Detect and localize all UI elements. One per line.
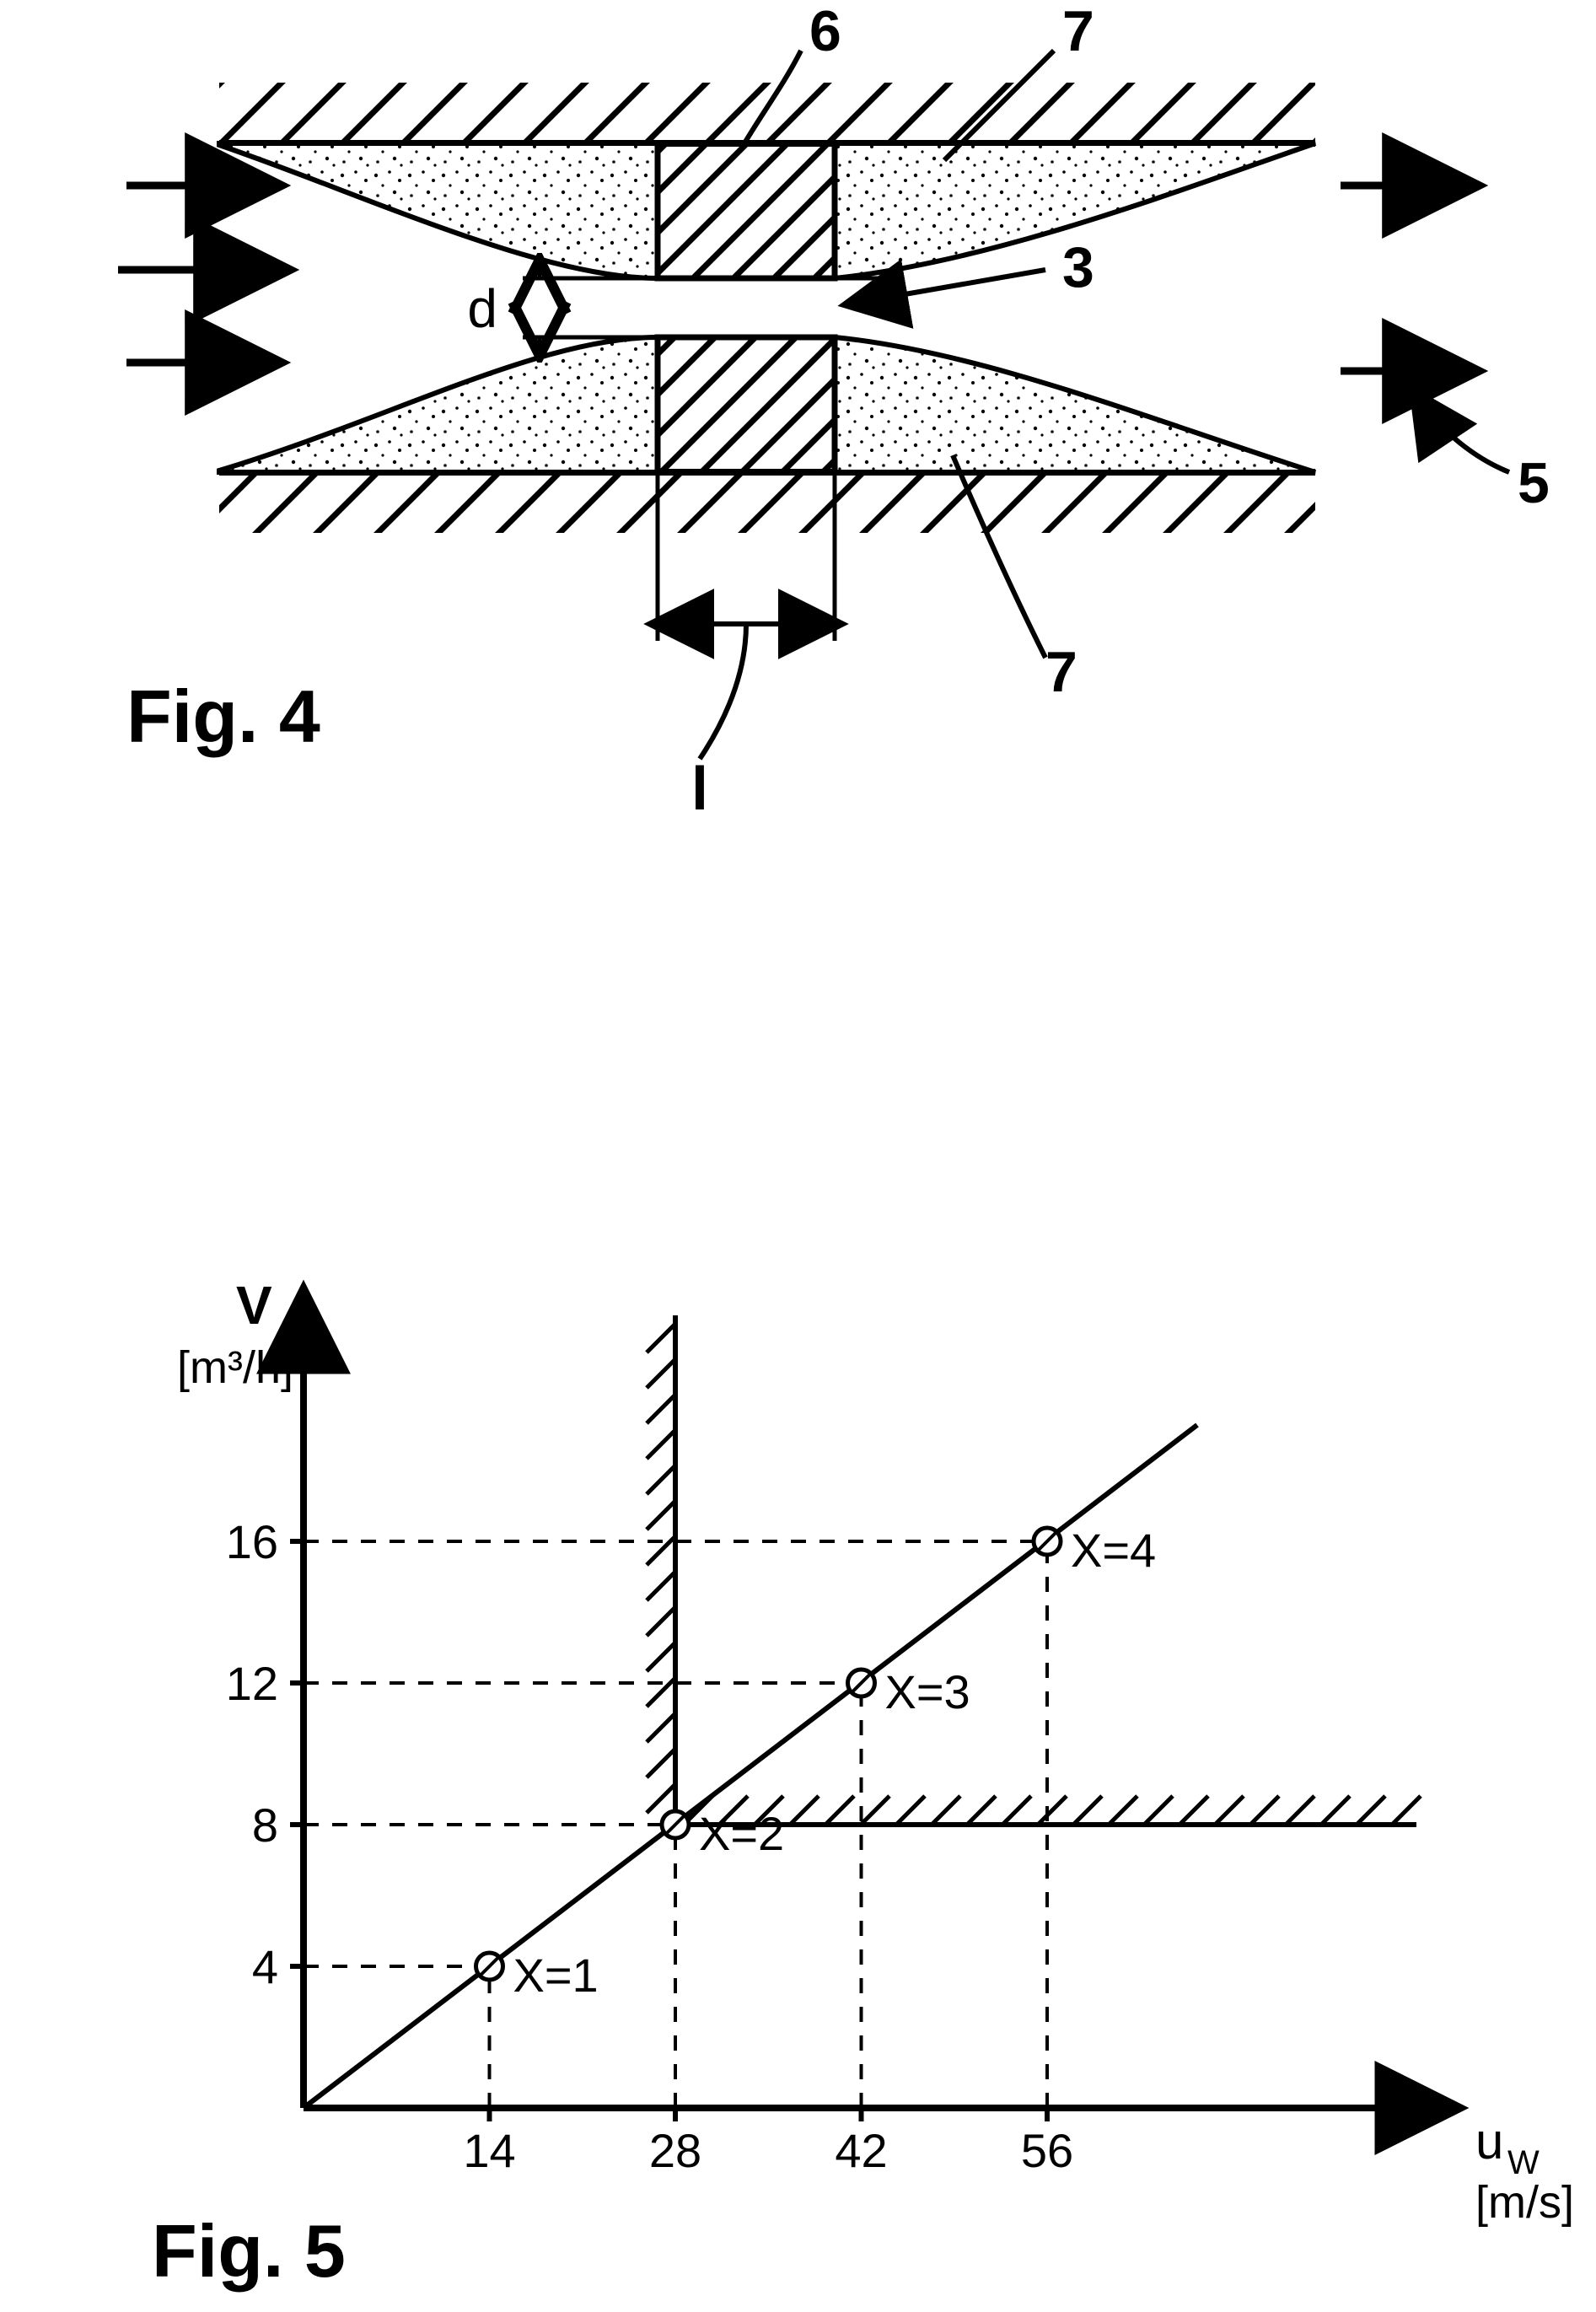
- deposit-top-left: [219, 143, 658, 278]
- throat-block-top: [658, 143, 835, 278]
- boundary-hatch-tick: [932, 1796, 960, 1825]
- inlet-arrows: [118, 185, 278, 363]
- x-tick-label: 28: [649, 2124, 701, 2177]
- boundary-hatch-tick: [647, 1465, 675, 1494]
- drawing-canvas: d l 6 7: [0, 0, 1596, 2312]
- boundary-hatch-tick: [647, 1324, 675, 1352]
- x-axis-label: u: [1475, 2113, 1503, 2170]
- boundary-hatch-tick: [647, 1749, 675, 1777]
- boundary-hatch-tick: [1002, 1796, 1031, 1825]
- label-7-bottom: 7: [1045, 640, 1077, 704]
- leader-l: [700, 624, 746, 759]
- boundary-hatch-tick: [1180, 1796, 1208, 1825]
- boundary-hatch-tick: [1250, 1796, 1279, 1825]
- label-7-top: 7: [1062, 0, 1094, 63]
- boundary-hatch-tick: [647, 1607, 675, 1636]
- boundary-hatch-tick: [825, 1796, 854, 1825]
- deposit-bottom-left: [219, 337, 658, 472]
- leader-5: [1416, 396, 1509, 472]
- boundary-hatch-tick: [647, 1359, 675, 1388]
- boundary-hatch-tick: [647, 1784, 675, 1813]
- point-label: X=1: [513, 1949, 599, 2002]
- label-5: 5: [1518, 451, 1550, 515]
- y-tick-label: 16: [226, 1515, 278, 1568]
- boundary-hatch-tick: [1144, 1796, 1173, 1825]
- y-tick-label: 4: [252, 1940, 278, 1993]
- label-3: 3: [1062, 235, 1094, 299]
- x-axis-label-group: u W [m/s]: [1475, 2113, 1574, 2228]
- label-6: 6: [809, 0, 841, 63]
- pipe-wall-hatch-top: [219, 83, 1315, 143]
- figure-4: d l 6 7: [118, 0, 1550, 823]
- y-axis-unit: [m³/h]: [177, 1342, 293, 1393]
- figure-5: V [m³/h] u W [m/s] Fig.: [152, 1275, 1574, 2293]
- throat-block-bottom: [658, 337, 835, 472]
- boundary-hatch-tick: [1321, 1796, 1350, 1825]
- caption-fig4: Fig. 4: [126, 675, 320, 758]
- boundary-hatch-tick: [1038, 1796, 1067, 1825]
- point-label: X=4: [1071, 1524, 1156, 1577]
- x-tick-label: 42: [835, 2124, 887, 2177]
- boundary-hatch-tick: [647, 1395, 675, 1423]
- pipe-wall-hatch-bottom: [219, 472, 1315, 533]
- boundary-hatch-tick: [967, 1796, 996, 1825]
- boundary-hatch-tick: [647, 1713, 675, 1742]
- boundary-vertical: [647, 1315, 675, 1825]
- y-tick-label: 12: [226, 1657, 278, 1710]
- boundary-hatch-tick: [647, 1572, 675, 1600]
- boundary-hatch-tick: [1215, 1796, 1244, 1825]
- y-tick-label: 8: [252, 1799, 278, 1852]
- leader-3: [852, 270, 1045, 304]
- regression-line: [304, 1425, 1197, 2108]
- label-d: d: [467, 278, 497, 339]
- point-label: X=2: [699, 1807, 784, 1860]
- x-axis-unit: [m/s]: [1475, 2177, 1574, 2228]
- x-tick-label: 14: [463, 2124, 515, 2177]
- boundary-hatch-tick: [647, 1430, 675, 1459]
- boundary-hatch-tick: [1392, 1796, 1421, 1825]
- boundary-hatch-tick: [1357, 1796, 1385, 1825]
- boundary-hatch-tick: [1109, 1796, 1137, 1825]
- x-tick-label: 56: [1021, 2124, 1073, 2177]
- boundary-hatch-tick: [647, 1501, 675, 1530]
- point-label: X=3: [885, 1665, 970, 1718]
- boundary-hatch-tick: [1286, 1796, 1314, 1825]
- boundary-hatch-tick: [861, 1796, 889, 1825]
- deposit-bottom-right: [835, 337, 1315, 472]
- page: d l 6 7: [0, 0, 1596, 2312]
- label-l: l: [691, 755, 708, 823]
- outlet-arrows: [1341, 185, 1467, 371]
- boundary-hatch-tick: [790, 1796, 819, 1825]
- y-axis-label: V: [236, 1275, 272, 1336]
- boundary-hatch-tick: [896, 1796, 925, 1825]
- x-axis-sub: W: [1507, 2144, 1540, 2181]
- caption-fig5: Fig. 5: [152, 2209, 346, 2293]
- boundary-hatch-tick: [1073, 1796, 1102, 1825]
- boundary-hatch-tick: [647, 1643, 675, 1671]
